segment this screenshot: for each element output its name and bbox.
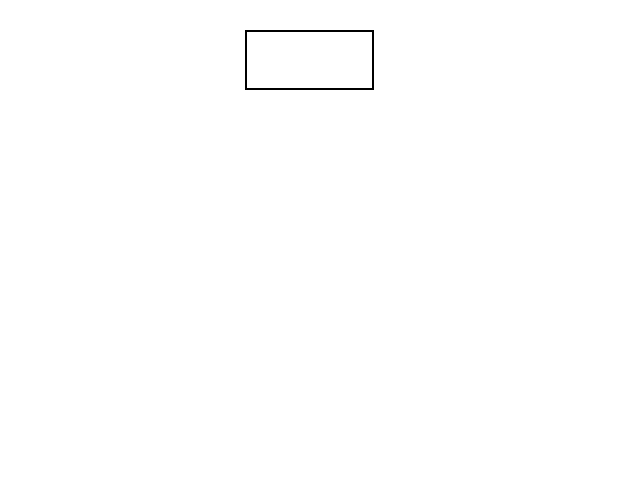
- chart-legend: [245, 30, 374, 90]
